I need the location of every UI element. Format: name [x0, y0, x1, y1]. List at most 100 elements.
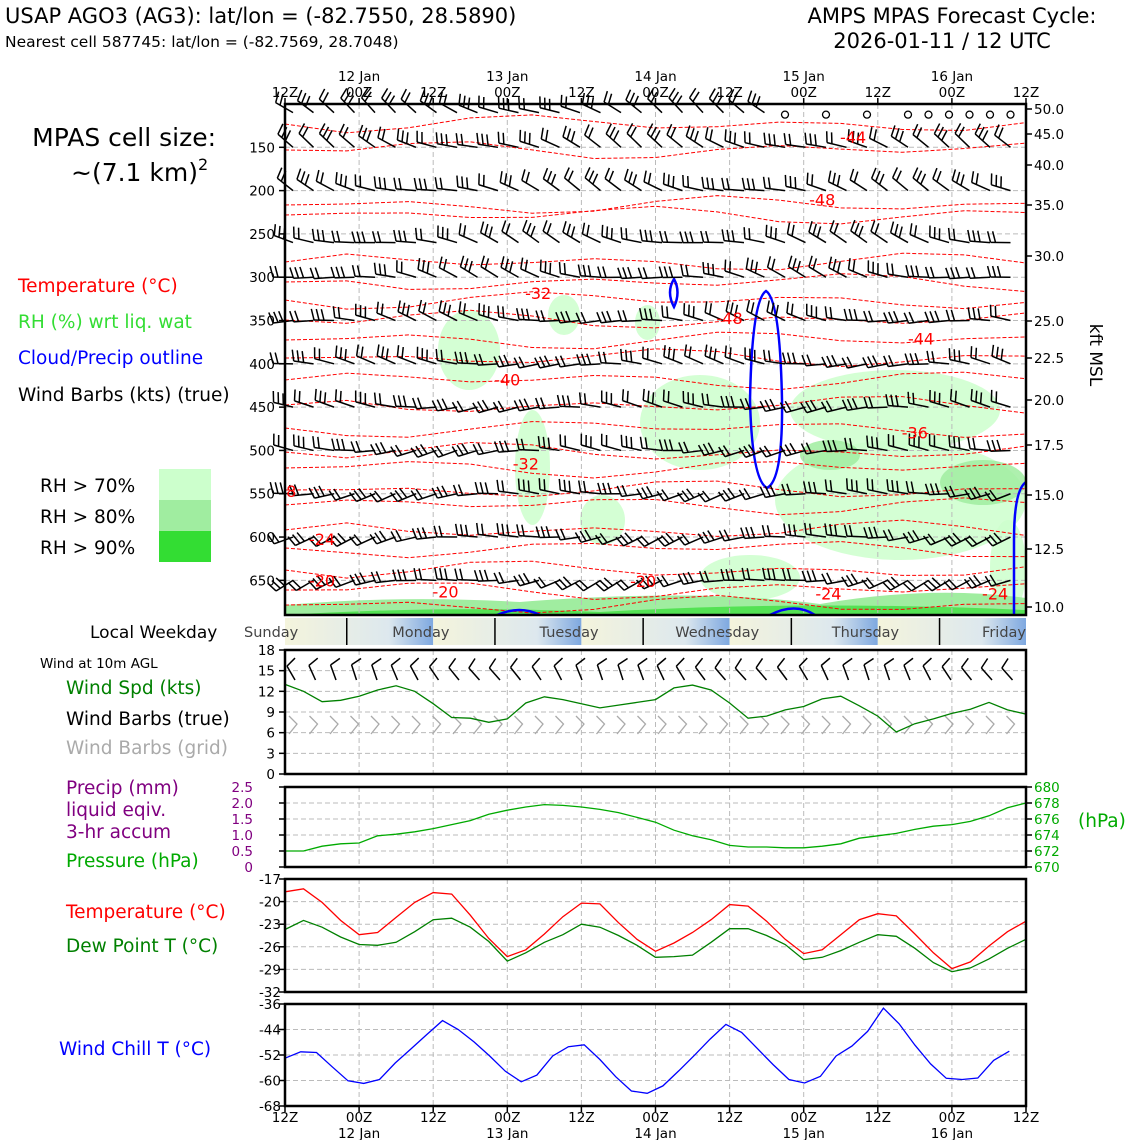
- wind-barb: [746, 299, 751, 312]
- ytick-label: -17: [259, 872, 281, 888]
- xtick-label: 00Z: [642, 85, 668, 101]
- wind-barb: [725, 300, 730, 312]
- rtick-label: 30.0: [1034, 249, 1064, 265]
- wind-barb: [670, 127, 677, 139]
- wind-barb: [308, 665, 317, 681]
- wind-barb: [867, 406, 888, 409]
- wind-barb: [825, 400, 833, 412]
- wind-barb: [332, 535, 342, 545]
- wind-barb: [996, 439, 1002, 452]
- wind-barb: [908, 402, 929, 408]
- wind-barb: [991, 344, 995, 357]
- wind-barb: [291, 349, 295, 362]
- wind-barb: [459, 351, 464, 364]
- wind-barb: [337, 532, 347, 543]
- wind-barb: [741, 567, 746, 580]
- wind-barb: [378, 263, 382, 275]
- wind-barb: [954, 390, 957, 403]
- wind-barb: [717, 491, 727, 502]
- wind-barb: [806, 183, 827, 192]
- xtick-label: 12Z: [716, 1110, 742, 1126]
- wind-barb: [298, 391, 301, 403]
- wind-barb: [586, 353, 592, 365]
- wind-barb: [603, 90, 609, 103]
- wind-barb: [832, 258, 837, 271]
- grid-barb: [595, 715, 606, 735]
- wind-barb: [488, 226, 493, 238]
- wind-barb: [402, 569, 407, 581]
- wind-barb: [583, 393, 587, 405]
- wind-barb: [745, 257, 749, 269]
- wind-barb: [302, 126, 309, 138]
- wind-barb: [722, 489, 731, 500]
- wind-barb: [493, 356, 500, 368]
- wind-barb: [721, 229, 725, 241]
- calm-circle: [821, 110, 831, 119]
- wind-barb: [929, 483, 935, 495]
- wind-barb: [832, 172, 836, 185]
- wind-barb: [405, 132, 409, 144]
- wind-barb: [932, 167, 938, 180]
- date-label: 15 Jan: [783, 69, 825, 85]
- wind-barb: [502, 132, 505, 145]
- wind-barb: [338, 123, 345, 135]
- wind-barb: [608, 170, 615, 182]
- temp-contour: [284, 291, 1027, 310]
- wind-barb: [848, 308, 853, 321]
- wind-barb: [335, 399, 355, 408]
- grid-barb: [452, 715, 462, 735]
- wind-barb: [433, 525, 438, 538]
- wind-barb: [587, 127, 594, 139]
- wind-barb: [636, 488, 644, 500]
- wind-barb: [804, 132, 808, 145]
- date-label: 13 Jan: [486, 1126, 528, 1140]
- cloud-contour: [496, 608, 541, 617]
- wind-barb: [765, 143, 786, 149]
- wind-barb: [871, 355, 879, 367]
- wind-barb: [356, 355, 376, 365]
- rh-area: [635, 305, 660, 340]
- ytick-label: 650: [249, 573, 275, 589]
- wind-barb: [866, 478, 869, 490]
- wind-barb: [373, 262, 377, 275]
- wind-barb: [748, 228, 751, 240]
- wind-barb: [796, 260, 801, 273]
- wind-barb: [274, 352, 279, 364]
- wind-barb: [604, 177, 622, 192]
- temp-contour-label: -44: [908, 330, 934, 349]
- wind-barb: [977, 230, 981, 243]
- wind-barb: [602, 351, 607, 364]
- wind-barb: [602, 266, 607, 278]
- wind-barb: [826, 355, 833, 367]
- weekday-segment: [729, 618, 878, 645]
- wind-barb: [521, 169, 526, 181]
- wind-barb: [474, 481, 479, 494]
- wind-barb: [649, 230, 653, 242]
- wind-barb: [417, 258, 421, 270]
- wind-barb: [786, 301, 789, 314]
- wind-barb: [379, 441, 387, 453]
- wind-barb: [488, 658, 497, 669]
- wind-barb: [809, 133, 812, 145]
- temp-contour-label: 8: [286, 482, 296, 501]
- wind-barb: [587, 265, 592, 277]
- wind-barb: [582, 233, 601, 244]
- wind-barb: [761, 524, 766, 537]
- wind-barb: [912, 167, 919, 179]
- wind-barb: [970, 317, 991, 322]
- wind-barb: [912, 123, 919, 135]
- wind-barb: [949, 389, 953, 401]
- wind-barb: [647, 390, 650, 403]
- wind-barb: [861, 579, 870, 590]
- wind-barb: [519, 107, 540, 114]
- wind-barb: [439, 567, 443, 580]
- wind-barb: [615, 581, 625, 591]
- wind-barb: [671, 91, 680, 103]
- wind-barb: [836, 174, 841, 187]
- wind-barb: [1000, 348, 1004, 361]
- wind-barb: [922, 535, 932, 546]
- wind-barb: [867, 488, 888, 495]
- wind-barb: [560, 105, 581, 114]
- wind-barb: [383, 264, 387, 276]
- wind-barb: [518, 534, 540, 538]
